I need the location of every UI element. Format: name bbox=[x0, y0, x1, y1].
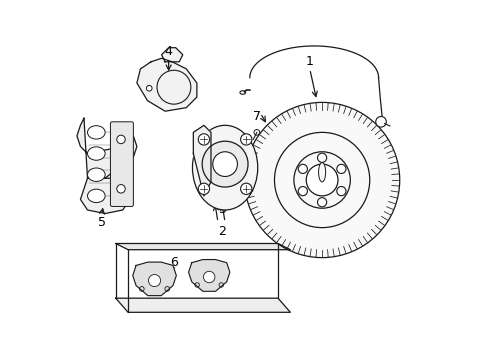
Circle shape bbox=[240, 183, 251, 194]
Ellipse shape bbox=[192, 125, 257, 210]
Text: 1: 1 bbox=[305, 55, 313, 68]
Circle shape bbox=[274, 132, 369, 228]
Polygon shape bbox=[188, 260, 229, 291]
Polygon shape bbox=[137, 58, 197, 111]
Circle shape bbox=[198, 183, 209, 194]
Ellipse shape bbox=[87, 147, 105, 160]
Circle shape bbox=[317, 153, 326, 162]
Polygon shape bbox=[132, 262, 176, 296]
Circle shape bbox=[336, 186, 345, 196]
Circle shape bbox=[148, 275, 160, 287]
Circle shape bbox=[212, 152, 237, 176]
Circle shape bbox=[157, 70, 190, 104]
Circle shape bbox=[305, 164, 337, 196]
Circle shape bbox=[203, 271, 215, 283]
Circle shape bbox=[375, 117, 386, 127]
Circle shape bbox=[117, 185, 125, 193]
Circle shape bbox=[336, 164, 345, 174]
Text: 6: 6 bbox=[170, 256, 178, 269]
Ellipse shape bbox=[87, 189, 105, 203]
Circle shape bbox=[198, 134, 209, 145]
Text: 4: 4 bbox=[164, 45, 172, 58]
Circle shape bbox=[298, 164, 307, 174]
Circle shape bbox=[317, 198, 326, 207]
Ellipse shape bbox=[318, 162, 325, 182]
Polygon shape bbox=[81, 178, 130, 213]
Circle shape bbox=[202, 141, 247, 187]
Circle shape bbox=[240, 134, 251, 145]
Polygon shape bbox=[116, 243, 290, 250]
Polygon shape bbox=[161, 48, 183, 62]
Text: 3: 3 bbox=[217, 203, 225, 216]
Text: 7: 7 bbox=[252, 110, 260, 123]
Polygon shape bbox=[116, 298, 290, 312]
Circle shape bbox=[293, 152, 349, 208]
Circle shape bbox=[298, 186, 307, 196]
Text: 2: 2 bbox=[217, 225, 225, 238]
Circle shape bbox=[117, 135, 125, 144]
Text: 5: 5 bbox=[98, 216, 105, 229]
Ellipse shape bbox=[87, 168, 105, 181]
Circle shape bbox=[244, 102, 399, 258]
Circle shape bbox=[146, 85, 152, 91]
FancyBboxPatch shape bbox=[110, 122, 133, 207]
Polygon shape bbox=[77, 118, 137, 178]
Polygon shape bbox=[193, 125, 210, 196]
Ellipse shape bbox=[87, 126, 105, 139]
